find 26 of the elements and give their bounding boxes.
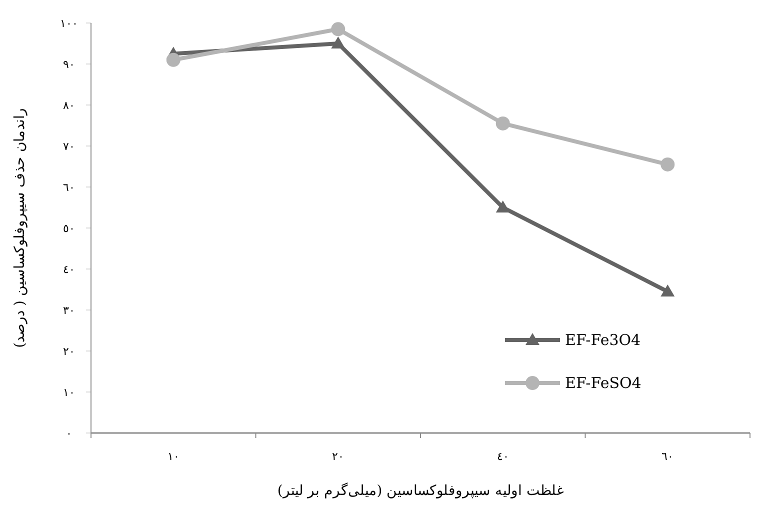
point — [496, 200, 510, 212]
y-tick-label: ٢٠ — [63, 345, 75, 358]
x-tick-label: ٦٠ — [662, 450, 674, 463]
y-axis-title: راندمان حذف سیپروفلوکساسین ( درصد) — [12, 108, 28, 348]
y-tick-label: ١٠ — [63, 386, 75, 399]
y-tick-label: ٧٠ — [63, 140, 75, 153]
y-tick-label: ٣٠ — [63, 304, 75, 317]
point — [331, 36, 346, 48]
legend-label: EF-FeSO4 — [565, 374, 642, 392]
point — [166, 52, 180, 67]
y-tick-label: ٥٠ — [63, 222, 75, 235]
x-tick-label: ٢٠ — [332, 450, 344, 463]
y-tick-label: ٠ — [66, 427, 72, 440]
x-axis-title: غلظت اولیه سیپروفلوکساسین (میلی‌گرم بر لیتر) — [277, 482, 564, 499]
x-tick-label: ٤٠ — [496, 450, 509, 463]
legend-label: EF-Fe3O4 — [565, 331, 641, 349]
point — [660, 284, 675, 297]
y-tick-label: ٨٠ — [63, 99, 75, 112]
point — [660, 157, 675, 172]
y-tick-label: ٩٠ — [63, 58, 75, 71]
point — [331, 22, 346, 36]
point — [496, 116, 510, 130]
y-tick-label: ١٠٠ — [60, 17, 78, 30]
x-tick-label: ١٠ — [167, 450, 180, 463]
y-tick-label: ٤٠ — [63, 263, 75, 276]
y-tick-label: ٦٠ — [63, 181, 75, 194]
